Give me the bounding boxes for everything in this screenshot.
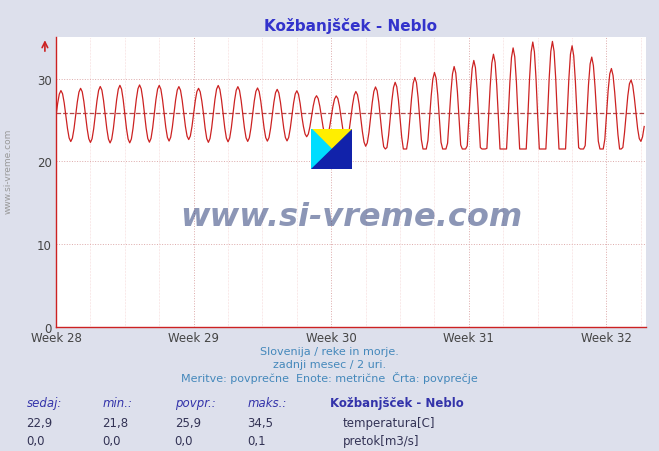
Text: 34,5: 34,5 [247,416,273,429]
Text: 0,0: 0,0 [175,434,193,447]
Text: maks.:: maks.: [247,396,287,409]
Text: Meritve: povprečne  Enote: metrične  Črta: povprečje: Meritve: povprečne Enote: metrične Črta:… [181,371,478,383]
Text: 0,0: 0,0 [26,434,45,447]
Text: 0,1: 0,1 [247,434,266,447]
Text: Kožbanjšček - Neblo: Kožbanjšček - Neblo [330,396,463,409]
Polygon shape [311,129,352,170]
Text: 25,9: 25,9 [175,416,201,429]
Text: 21,8: 21,8 [102,416,129,429]
Text: 0,0: 0,0 [102,434,121,447]
Text: zadnji mesec / 2 uri.: zadnji mesec / 2 uri. [273,359,386,369]
Text: pretok[m3/s]: pretok[m3/s] [343,434,419,447]
Text: povpr.:: povpr.: [175,396,215,409]
Title: Kožbanjšček - Neblo: Kožbanjšček - Neblo [264,18,438,34]
Polygon shape [311,129,352,170]
Polygon shape [311,129,352,170]
Text: www.si-vreme.com: www.si-vreme.com [180,202,522,233]
Text: sedaj:: sedaj: [26,396,62,409]
Text: temperatura[C]: temperatura[C] [343,416,435,429]
Text: www.si-vreme.com: www.si-vreme.com [3,129,13,214]
Text: Slovenija / reke in morje.: Slovenija / reke in morje. [260,346,399,356]
Text: 22,9: 22,9 [26,416,53,429]
Text: min.:: min.: [102,396,132,409]
